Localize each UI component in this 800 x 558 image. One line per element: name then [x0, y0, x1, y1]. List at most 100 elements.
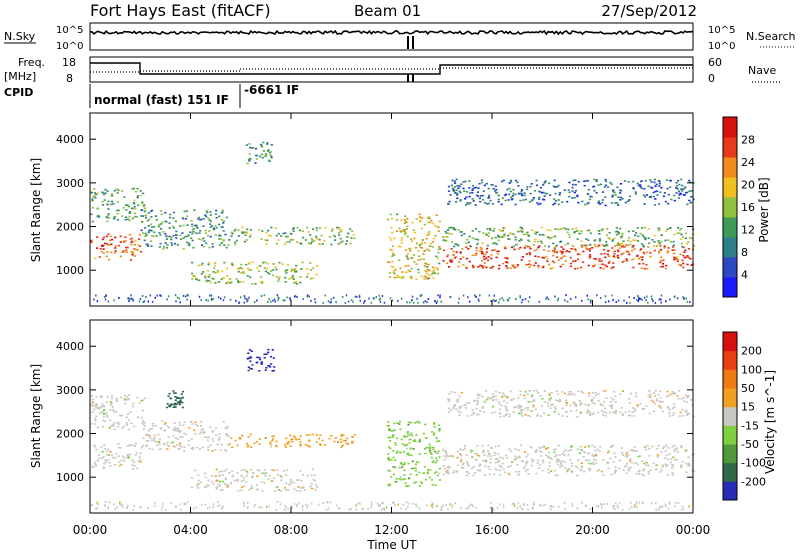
range-gate-cell — [444, 467, 447, 470]
nsky-tick-top: 10^5 — [56, 25, 83, 36]
range-gate-cell — [631, 246, 634, 248]
range-gate-cell — [538, 300, 541, 303]
range-gate-cell — [179, 436, 182, 439]
range-gate-cell — [676, 187, 679, 190]
range-gate-cell — [119, 502, 121, 505]
range-gate-cell — [658, 405, 661, 407]
range-gate-cell — [403, 230, 406, 233]
range-gate-cell — [567, 228, 570, 231]
range-gate-cell — [306, 276, 309, 278]
range-gate-cell — [684, 410, 687, 413]
range-gate-cell — [407, 452, 410, 455]
range-gate-cell — [526, 409, 529, 411]
range-gate-cell — [553, 411, 556, 413]
range-gate-cell — [218, 238, 221, 240]
range-gate-cell — [633, 297, 635, 299]
range-gate-cell — [103, 416, 106, 418]
range-gate-cell — [518, 240, 521, 242]
range-gate-cell — [125, 422, 128, 424]
range-gate-cell — [201, 446, 204, 449]
range-gate-cell — [349, 242, 352, 245]
range-gate-cell — [507, 472, 510, 475]
range-gate-cell — [640, 243, 643, 245]
range-gate-cell — [268, 505, 270, 508]
range-gate-cell — [298, 229, 301, 232]
range-gate-cell — [512, 245, 515, 248]
range-gate-cell — [462, 256, 465, 259]
range-gate-cell — [532, 503, 535, 506]
range-gate-cell — [433, 269, 436, 272]
range-gate-cell — [415, 434, 418, 436]
range-gate-cell — [566, 470, 569, 473]
range-gate-cell — [102, 245, 105, 247]
range-gate-cell — [358, 294, 361, 297]
range-gate-cell — [361, 507, 364, 510]
range-gate-cell — [582, 244, 585, 247]
range-gate-cell — [296, 226, 299, 229]
range-gate-cell — [532, 506, 534, 509]
range-gate-cell — [560, 462, 563, 465]
range-gate-cell — [655, 400, 658, 402]
range-gate-cell — [655, 508, 657, 511]
range-gate-cell — [540, 404, 543, 407]
range-gate-cell — [184, 235, 187, 238]
range-gate-cell — [215, 226, 218, 229]
range-gate-cell — [463, 445, 466, 447]
range-gate-cell — [557, 459, 560, 462]
range-gate-cell — [611, 404, 614, 406]
range-gate-cell — [207, 449, 210, 451]
range-gate-cell — [153, 440, 156, 442]
range-gate-cell — [629, 458, 632, 460]
range-gate-cell — [395, 480, 398, 483]
range-gate-cell — [306, 474, 309, 477]
range-gate-cell — [622, 469, 625, 471]
range-gate-cell — [315, 441, 318, 443]
range-gate-cell — [437, 424, 441, 427]
range-gate-cell — [570, 446, 573, 448]
range-gate-cell — [588, 198, 591, 201]
range-gate-cell — [462, 462, 465, 464]
range-gate-cell — [606, 186, 610, 188]
range-gate-cell — [525, 253, 528, 255]
range-gate-cell — [184, 295, 187, 298]
range-gate-cell — [137, 244, 140, 246]
range-gate-cell — [479, 250, 482, 252]
range-gate-cell — [678, 232, 681, 235]
range-gate-cell — [393, 429, 396, 432]
power-panel — [90, 141, 695, 304]
range-gate-cell — [181, 396, 184, 399]
range-gate-cell — [568, 181, 571, 184]
range-gate-cell — [393, 501, 395, 504]
range-gate-cell — [456, 398, 459, 401]
range-gate-cell — [520, 190, 523, 193]
range-gate-cell — [442, 236, 445, 238]
range-gate-cell — [464, 198, 467, 200]
range-gate-cell — [538, 464, 542, 466]
colorbar-swatch — [723, 332, 737, 352]
range-gate-cell — [279, 475, 282, 477]
range-gate-cell — [454, 228, 457, 231]
range-gate-cell — [516, 463, 519, 466]
range-gate-cell — [109, 401, 112, 403]
range-gate-cell — [395, 437, 398, 440]
range-gate-cell — [455, 189, 458, 191]
range-gate-cell — [118, 464, 121, 467]
range-gate-cell — [100, 396, 103, 398]
range-gate-cell — [187, 444, 190, 446]
range-gate-cell — [474, 254, 477, 256]
range-gate-cell — [568, 195, 571, 198]
cpid-label: CPID — [4, 86, 33, 99]
range-gate-cell — [686, 203, 689, 206]
range-gate-cell — [675, 192, 678, 194]
range-gate-cell — [505, 193, 508, 196]
range-gate-cell — [166, 298, 168, 301]
range-gate-cell — [120, 251, 123, 253]
range-gate-cell — [174, 392, 177, 394]
range-gate-cell — [214, 475, 217, 477]
range-gate-cell — [656, 194, 659, 196]
range-gate-cell — [130, 243, 133, 246]
range-gate-cell — [619, 196, 622, 199]
range-gate-cell — [127, 456, 130, 458]
range-gate-cell — [110, 402, 113, 405]
range-gate-cell — [568, 236, 571, 238]
